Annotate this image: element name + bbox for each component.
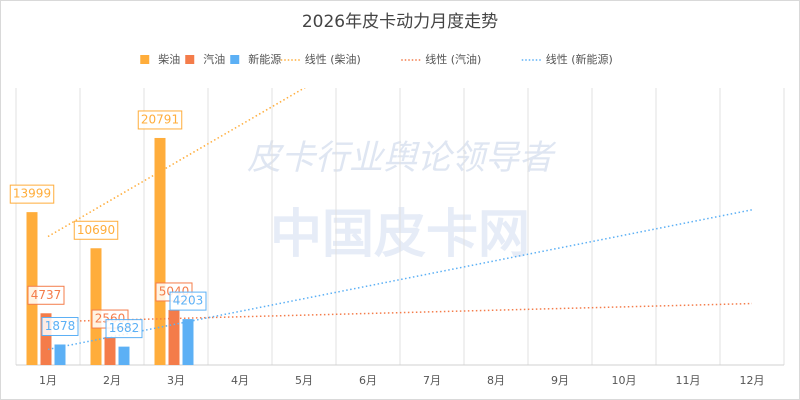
bar	[40, 313, 52, 365]
bar	[90, 248, 102, 365]
bar	[154, 137, 166, 365]
data-label: 10690	[77, 223, 115, 237]
bar	[168, 309, 180, 365]
legend-swatch	[230, 55, 240, 64]
x-tick-label: 2月	[103, 374, 121, 387]
legend-label: 汽油	[203, 52, 225, 66]
data-label: 4203	[173, 294, 204, 308]
legend-label: 线性 (新能源)	[546, 52, 613, 66]
data-label-box	[41, 316, 79, 336]
legend-label: 线性 (柴油)	[305, 52, 361, 66]
data-label: 1878	[45, 319, 76, 333]
legend-swatch	[140, 55, 150, 64]
data-label-box	[105, 319, 143, 339]
data-label: 20791	[141, 112, 179, 126]
x-tick-label: 6月	[359, 374, 377, 387]
bar	[104, 337, 116, 365]
bar	[54, 344, 66, 365]
legend-label: 线性 (汽油)	[425, 52, 481, 66]
bar	[182, 319, 194, 365]
legend-label: 新能源	[248, 52, 281, 66]
data-label-box	[9, 184, 55, 204]
x-tick-label: 12月	[740, 374, 765, 387]
x-tick-label: 1月	[39, 374, 57, 387]
data-label: 13999	[13, 187, 51, 201]
watermark: 皮卡行业舆论领导者	[247, 138, 557, 178]
legend-label: 柴油	[158, 52, 180, 66]
x-tick-label: 5月	[295, 374, 313, 387]
x-tick-label: 10月	[612, 374, 637, 387]
x-tick-label: 4月	[231, 374, 249, 387]
x-tick-label: 3月	[167, 374, 185, 387]
legend-swatch	[185, 55, 195, 64]
data-label-box	[169, 291, 207, 311]
x-tick-label: 7月	[423, 374, 441, 387]
data-label: 1682	[109, 321, 140, 335]
x-tick-label: 9月	[551, 374, 569, 387]
data-label-box	[137, 110, 183, 130]
data-label-box	[27, 285, 65, 305]
x-tick-label: 11月	[676, 374, 701, 387]
data-label: 4737	[31, 288, 62, 302]
data-label-box	[73, 220, 119, 240]
trendlines	[47, 88, 753, 351]
x-tick-label: 8月	[487, 374, 505, 387]
bar	[118, 346, 130, 365]
chart-title: 2026年皮卡动力月度走势	[302, 12, 498, 32]
trendline	[47, 302, 753, 323]
